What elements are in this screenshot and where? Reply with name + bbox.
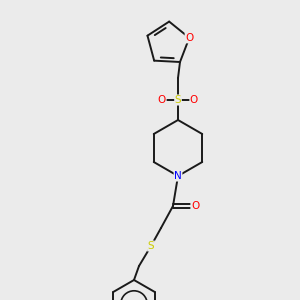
Text: O: O: [185, 33, 194, 43]
Text: O: O: [191, 201, 199, 211]
Text: O: O: [158, 95, 166, 105]
Text: N: N: [174, 171, 182, 181]
Text: S: S: [175, 95, 181, 105]
Text: O: O: [190, 95, 198, 105]
Text: S: S: [148, 241, 154, 251]
